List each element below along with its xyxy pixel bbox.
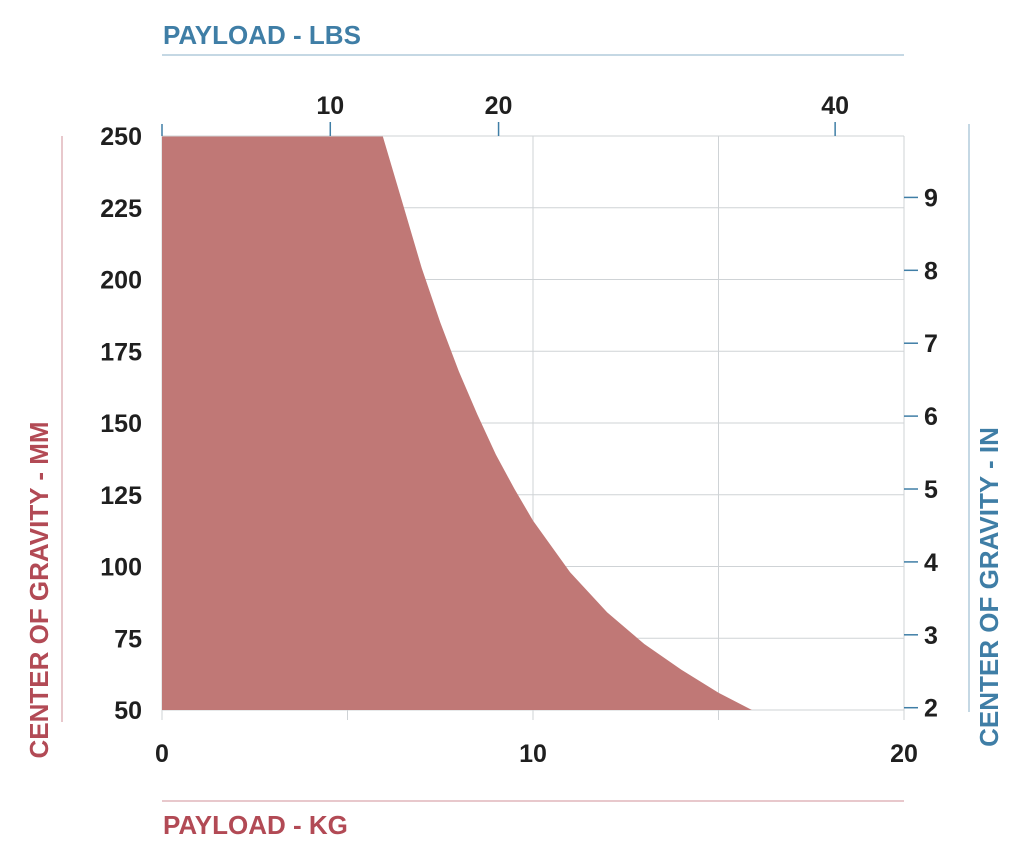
- lbs-tick-label: 40: [821, 92, 849, 120]
- in-tick-label: 6: [924, 403, 938, 431]
- mm-tick-label: 125: [100, 482, 142, 510]
- in-tick-label: 4: [924, 549, 938, 577]
- in-tick-label: 9: [924, 184, 938, 212]
- lbs-axis-title: PAYLOAD - LBS: [163, 20, 361, 50]
- in-tick-label: 7: [924, 330, 938, 358]
- kg-tick-label: 20: [890, 740, 918, 768]
- in-axis-title: CENTER OF GRAVITY - IN: [974, 427, 1004, 747]
- mm-tick-label: 100: [100, 554, 142, 582]
- mm-tick-label: 250: [100, 123, 142, 151]
- lbs-tick-label: 10: [316, 92, 344, 120]
- kg-tick-label: 0: [155, 740, 169, 768]
- mm-tick-label: 150: [100, 410, 142, 438]
- lbs-tick-label: 20: [485, 92, 513, 120]
- axis-layer: 0 10 20 50 75 100 125 150 175 200 225 250 10 20 40 2 3 4 5…: [100, 92, 938, 768]
- in-tick-label: 8: [924, 257, 938, 285]
- mm-tick-label: 50: [114, 697, 142, 725]
- mm-tick-label: 200: [100, 267, 142, 295]
- mm-tick-label: 75: [114, 625, 142, 653]
- label-layer: PAYLOAD - LBS PAYLOAD - KG CENTER OF GRAVI…: [24, 20, 1004, 840]
- mm-axis-title: CENTER OF GRAVITY - MM: [24, 421, 54, 758]
- payload-envelope-area: [162, 136, 752, 710]
- in-tick-label: 3: [924, 622, 938, 650]
- area-layer: [162, 136, 752, 710]
- mm-tick-label: 225: [100, 195, 142, 223]
- kg-tick-label: 10: [519, 740, 547, 768]
- mm-tick-label: 175: [100, 338, 142, 366]
- in-tick-label: 2: [924, 695, 938, 723]
- kg-axis-title: PAYLOAD - KG: [163, 810, 348, 840]
- in-tick-label: 5: [924, 476, 938, 504]
